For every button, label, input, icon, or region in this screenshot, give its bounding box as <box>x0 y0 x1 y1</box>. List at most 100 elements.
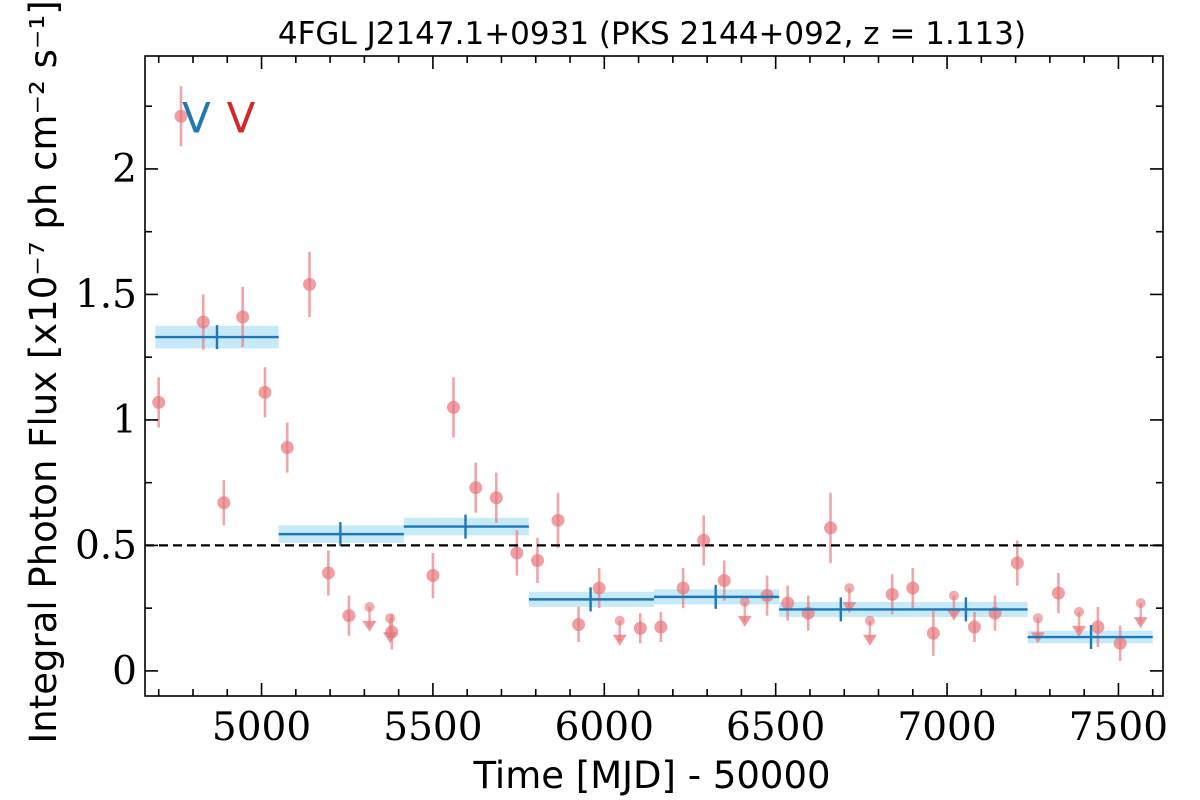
upper-limit-arrow <box>862 634 877 646</box>
flux-marker <box>303 277 317 291</box>
x-tick-label: 6000 <box>555 705 654 750</box>
flux-point <box>446 377 460 438</box>
flux-point <box>217 480 231 526</box>
flux-marker <box>489 491 503 505</box>
flux-point <box>196 294 210 350</box>
bin-flux <box>1027 625 1153 650</box>
bin-flux <box>902 597 1028 622</box>
x-tick-label: 5000 <box>212 705 311 750</box>
flux-marker <box>426 569 440 583</box>
upper-limit-cap <box>614 615 625 626</box>
bin-flux <box>779 597 903 622</box>
upper-limit-arrow <box>1072 625 1087 637</box>
bin-flux <box>654 584 780 609</box>
plot-frame <box>144 55 1164 697</box>
flux-marker <box>885 587 899 601</box>
flux-marker <box>196 315 210 329</box>
y-tick-label: 1.5 <box>75 272 137 317</box>
data-points <box>152 86 1148 661</box>
x-tick-label: 6500 <box>726 705 825 750</box>
upper-limit-arrow <box>383 632 398 644</box>
upper-limit-arrow <box>612 634 627 646</box>
flux-point <box>258 367 272 418</box>
flux-marker <box>174 109 188 123</box>
y-tick-label: 0.5 <box>75 523 137 568</box>
flux-marker <box>258 385 272 399</box>
bin-flux <box>528 587 654 612</box>
flux-point <box>801 595 815 631</box>
flux-marker <box>1113 636 1127 650</box>
flux-point <box>824 492 838 563</box>
flux-point <box>988 595 1002 631</box>
flux-point <box>426 552 440 599</box>
flux-marker <box>342 609 356 623</box>
flux-point <box>1113 625 1127 661</box>
flux-point <box>174 86 188 147</box>
flux-marker <box>446 400 460 414</box>
upper-limit-cap <box>364 601 375 612</box>
upper-limit-cap <box>864 615 875 626</box>
upper-limit-arrow <box>362 620 377 632</box>
flux-point <box>967 611 981 643</box>
flux-marker <box>824 521 838 535</box>
flux-marker <box>236 310 250 324</box>
annotation-label: V <box>182 94 211 143</box>
upper-limit-arrow <box>737 615 752 627</box>
y-tick-label: 1 <box>112 398 137 443</box>
upper-limit-arrow <box>946 609 961 621</box>
flux-marker <box>926 626 940 640</box>
flux-marker <box>321 566 335 580</box>
axis-ticks <box>145 56 1163 696</box>
upper-limit-cap <box>385 613 396 624</box>
x-axis-label: Time [MJD] - 50000 <box>472 754 830 797</box>
flux-point <box>717 560 731 601</box>
flux-point <box>469 462 483 513</box>
flux-point <box>152 377 166 428</box>
flux-marker <box>592 581 606 595</box>
upper-limit <box>862 615 877 646</box>
chart-title: 4FGL J2147.1+0931 (PKS 2144+092, z = 1.1… <box>278 16 1026 52</box>
y-axis-label: Integral Photon Flux [x10⁻⁷ ph cm⁻² s⁻¹] <box>22 0 65 743</box>
upper-limit-cap <box>1135 598 1146 609</box>
upper-limit-cap <box>739 596 750 607</box>
upper-limit-cap <box>844 583 855 594</box>
upper-limit-cap <box>1074 606 1085 617</box>
flux-marker <box>280 441 294 455</box>
upper-limit-arrow <box>1133 617 1148 629</box>
flux-marker <box>697 533 711 547</box>
flux-marker <box>1010 556 1024 570</box>
upper-limit <box>842 583 857 614</box>
flux-point <box>906 568 920 609</box>
upper-limit-cap <box>1032 613 1043 624</box>
flux-point <box>760 575 774 616</box>
upper-limit <box>946 590 961 621</box>
flux-point <box>303 251 317 318</box>
flux-marker <box>967 620 981 634</box>
flux-point <box>572 606 586 643</box>
flux-marker <box>906 581 920 595</box>
flux-point <box>676 568 690 609</box>
flux-marker <box>1051 586 1065 600</box>
upper-limit <box>383 613 398 644</box>
flux-point <box>592 568 606 609</box>
bin-flux <box>278 522 404 547</box>
flux-point <box>1091 606 1105 648</box>
flux-marker <box>152 395 166 409</box>
upper-limit <box>612 615 627 646</box>
flux-point <box>633 613 647 644</box>
flux-point <box>885 574 899 615</box>
flux-point <box>1051 573 1065 614</box>
flux-marker <box>676 581 690 595</box>
flux-point <box>510 530 524 576</box>
bin-lines <box>155 325 1153 650</box>
flux-point <box>489 472 503 523</box>
upper-limit-arrow <box>842 602 857 614</box>
flux-point <box>342 595 356 636</box>
tick-labels: 5000 5500 6000 6500 7000 7500 0 0.5 1 1.5 2 <box>75 147 1168 750</box>
flux-marker <box>469 481 483 495</box>
x-tick-label: 5500 <box>383 705 482 750</box>
bin-flux <box>403 514 529 539</box>
upper-limit <box>737 596 752 627</box>
bin-flux <box>155 325 279 350</box>
